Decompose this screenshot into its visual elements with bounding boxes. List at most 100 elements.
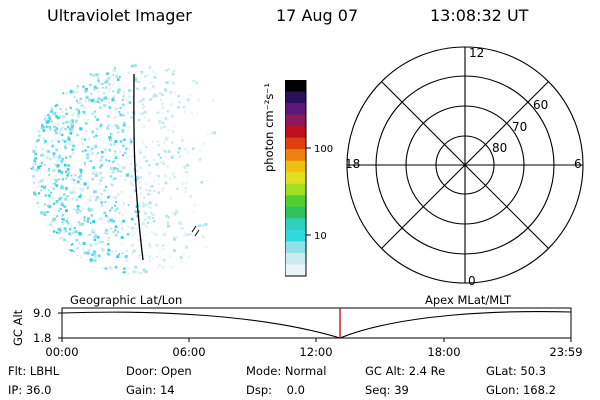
image-pixel — [70, 244, 73, 246]
image-pixel — [84, 149, 87, 152]
image-pixel — [94, 174, 98, 177]
image-pixel — [71, 148, 74, 151]
image-pixel — [145, 146, 148, 148]
color-bar-stripe — [285, 264, 306, 277]
image-pixel — [136, 203, 140, 207]
image-pixel — [177, 95, 180, 98]
image-pixel — [76, 134, 79, 137]
image-pixel — [157, 191, 161, 194]
image-pixel — [165, 151, 168, 154]
image-pixel — [98, 139, 101, 142]
image-pixel — [147, 193, 149, 195]
image-pixel — [75, 99, 78, 102]
image-pixel — [78, 195, 81, 199]
mlt-label-0: 0 — [468, 274, 476, 288]
coastline-fragment — [191, 225, 200, 237]
image-pixel — [113, 153, 116, 157]
image-pixel — [64, 121, 67, 124]
image-pixel — [76, 180, 80, 184]
image-pixel — [109, 218, 113, 222]
image-pixel — [171, 72, 175, 76]
gain-value: 14 — [159, 383, 175, 397]
image-pixel — [98, 217, 101, 221]
image-pixel — [112, 90, 115, 93]
image-pixel — [81, 188, 84, 192]
glat-label: GLat: — [486, 364, 517, 378]
image-pixel — [138, 148, 142, 152]
image-pixel — [132, 249, 136, 253]
image-pixel — [59, 158, 62, 161]
image-pixel — [99, 125, 102, 128]
image-pixel — [75, 254, 79, 258]
image-pixel — [57, 116, 60, 120]
image-pixel — [162, 247, 165, 250]
image-pixel — [77, 143, 80, 146]
image-pixel — [152, 85, 155, 88]
image-pixel — [95, 171, 98, 175]
image-pixel — [76, 122, 79, 124]
image-pixel — [65, 112, 68, 116]
image-pixel — [79, 256, 82, 259]
image-pixel — [58, 178, 60, 181]
image-pixel — [97, 80, 100, 82]
image-pixel — [85, 96, 88, 99]
color-bar-stripe — [285, 195, 306, 208]
mlt-label-12: 12 — [469, 46, 484, 60]
image-pixel — [152, 217, 155, 219]
glat-status: GLat: 50.3 — [486, 364, 546, 378]
image-pixel — [206, 179, 209, 182]
color-bar-stripe — [285, 114, 306, 127]
image-pixel — [55, 164, 58, 167]
image-pixel — [197, 98, 200, 101]
image-pixel — [153, 159, 156, 161]
image-pixel — [131, 95, 134, 98]
image-pixel — [156, 144, 159, 147]
image-pixel — [52, 202, 56, 205]
y-tick-label-min: 1.8 — [33, 331, 51, 345]
image-pixel — [128, 267, 130, 270]
image-pixel — [184, 181, 188, 185]
image-pixel — [110, 250, 114, 254]
image-pixel — [98, 182, 102, 186]
image-pixel — [35, 139, 39, 143]
image-pixel — [160, 126, 163, 130]
image-pixel — [77, 115, 80, 118]
image-pixel — [92, 166, 96, 170]
image-pixel — [143, 156, 146, 159]
image-pixel — [133, 210, 136, 213]
image-pixel — [76, 247, 79, 250]
image-pixel — [202, 142, 206, 146]
image-pixel — [78, 223, 81, 227]
image-pixel — [48, 205, 52, 209]
image-pixel — [38, 136, 41, 139]
image-pixel — [78, 112, 80, 114]
image-pixel — [143, 110, 147, 114]
image-pixel — [83, 219, 87, 222]
image-pixel — [48, 125, 51, 129]
image-pixel — [72, 181, 76, 184]
image-pixel — [122, 144, 125, 148]
auroral-image — [30, 64, 216, 274]
image-pixel — [164, 155, 167, 158]
image-pixel — [74, 246, 78, 250]
image-pixel — [136, 177, 140, 181]
image-pixel — [65, 209, 68, 213]
image-pixel — [126, 100, 129, 103]
image-pixel — [157, 111, 160, 114]
image-pixel — [48, 189, 50, 191]
x-tick-label-0000: 00:00 — [45, 345, 78, 359]
image-pixel — [67, 125, 70, 129]
image-pixel — [177, 147, 181, 150]
polar-plot: 12 6 0 18 60 70 80 — [345, 46, 584, 288]
color-bar-tick-label-100: 100 — [314, 144, 333, 155]
image-pixel — [39, 165, 42, 168]
image-pixel — [150, 211, 153, 214]
image-pixel — [160, 160, 164, 164]
image-pixel — [65, 108, 68, 111]
image-pixel — [112, 171, 115, 174]
image-pixel — [169, 177, 171, 180]
image-pixel — [195, 113, 198, 115]
image-pixel — [204, 223, 208, 226]
image-pixel — [34, 145, 37, 149]
image-pixel — [61, 196, 63, 199]
